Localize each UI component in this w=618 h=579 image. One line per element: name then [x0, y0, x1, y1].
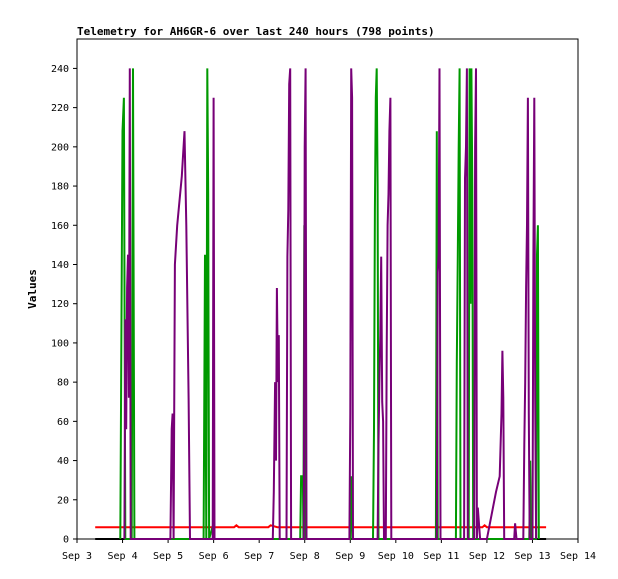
- y-tick-label: 0: [63, 535, 69, 546]
- chart-title: Telemetry for AH6GR-6 over last 240 hour…: [77, 25, 435, 38]
- x-tick-label: Sep 4: [107, 551, 137, 562]
- x-tick-label: Sep 8: [290, 551, 320, 562]
- x-tick-label: Sep 5: [153, 551, 183, 562]
- x-axis: Sep 3 Sep 4 Sep 5 Sep 6 Sep 7 Sep 8 Sep 9 Sep 1…: [62, 539, 596, 562]
- x-tick-label: Sep 3: [62, 551, 92, 562]
- y-tick-label: 80: [57, 378, 69, 389]
- x-tick-label: Sep 6: [199, 551, 229, 562]
- y-tick-label: 180: [51, 182, 69, 193]
- x-tick-label: Sep 9: [335, 551, 365, 562]
- x-tick-label: Sep 14: [560, 551, 596, 562]
- y-tick-label: 100: [51, 338, 69, 349]
- y-tick-label: 200: [51, 142, 69, 153]
- y-tick-label: 120: [51, 299, 69, 310]
- series-line-3: [119, 68, 540, 540]
- y-tick-label: 160: [51, 221, 69, 232]
- y-axis-title: Values: [26, 269, 39, 309]
- series-layer: [95, 68, 547, 540]
- y-tick-label: 60: [57, 417, 69, 428]
- y-tick-label: 20: [57, 495, 69, 506]
- x-tick-label: Sep 13: [514, 551, 550, 562]
- x-tick-label: Sep 12: [469, 551, 505, 562]
- x-tick-label: Sep 7: [244, 551, 274, 562]
- y-tick-label: 220: [51, 103, 69, 114]
- y-axis: 0 20 40 60 80 100 120 140 160 180 200 220 240: [51, 64, 77, 546]
- x-tick-label: Sep 11: [423, 551, 459, 562]
- x-tick-label: Sep 10: [378, 551, 414, 562]
- y-tick-label: 240: [51, 64, 69, 75]
- y-tick-label: 40: [57, 456, 69, 467]
- series-line-4: [123, 68, 538, 540]
- y-tick-label: 140: [51, 260, 69, 271]
